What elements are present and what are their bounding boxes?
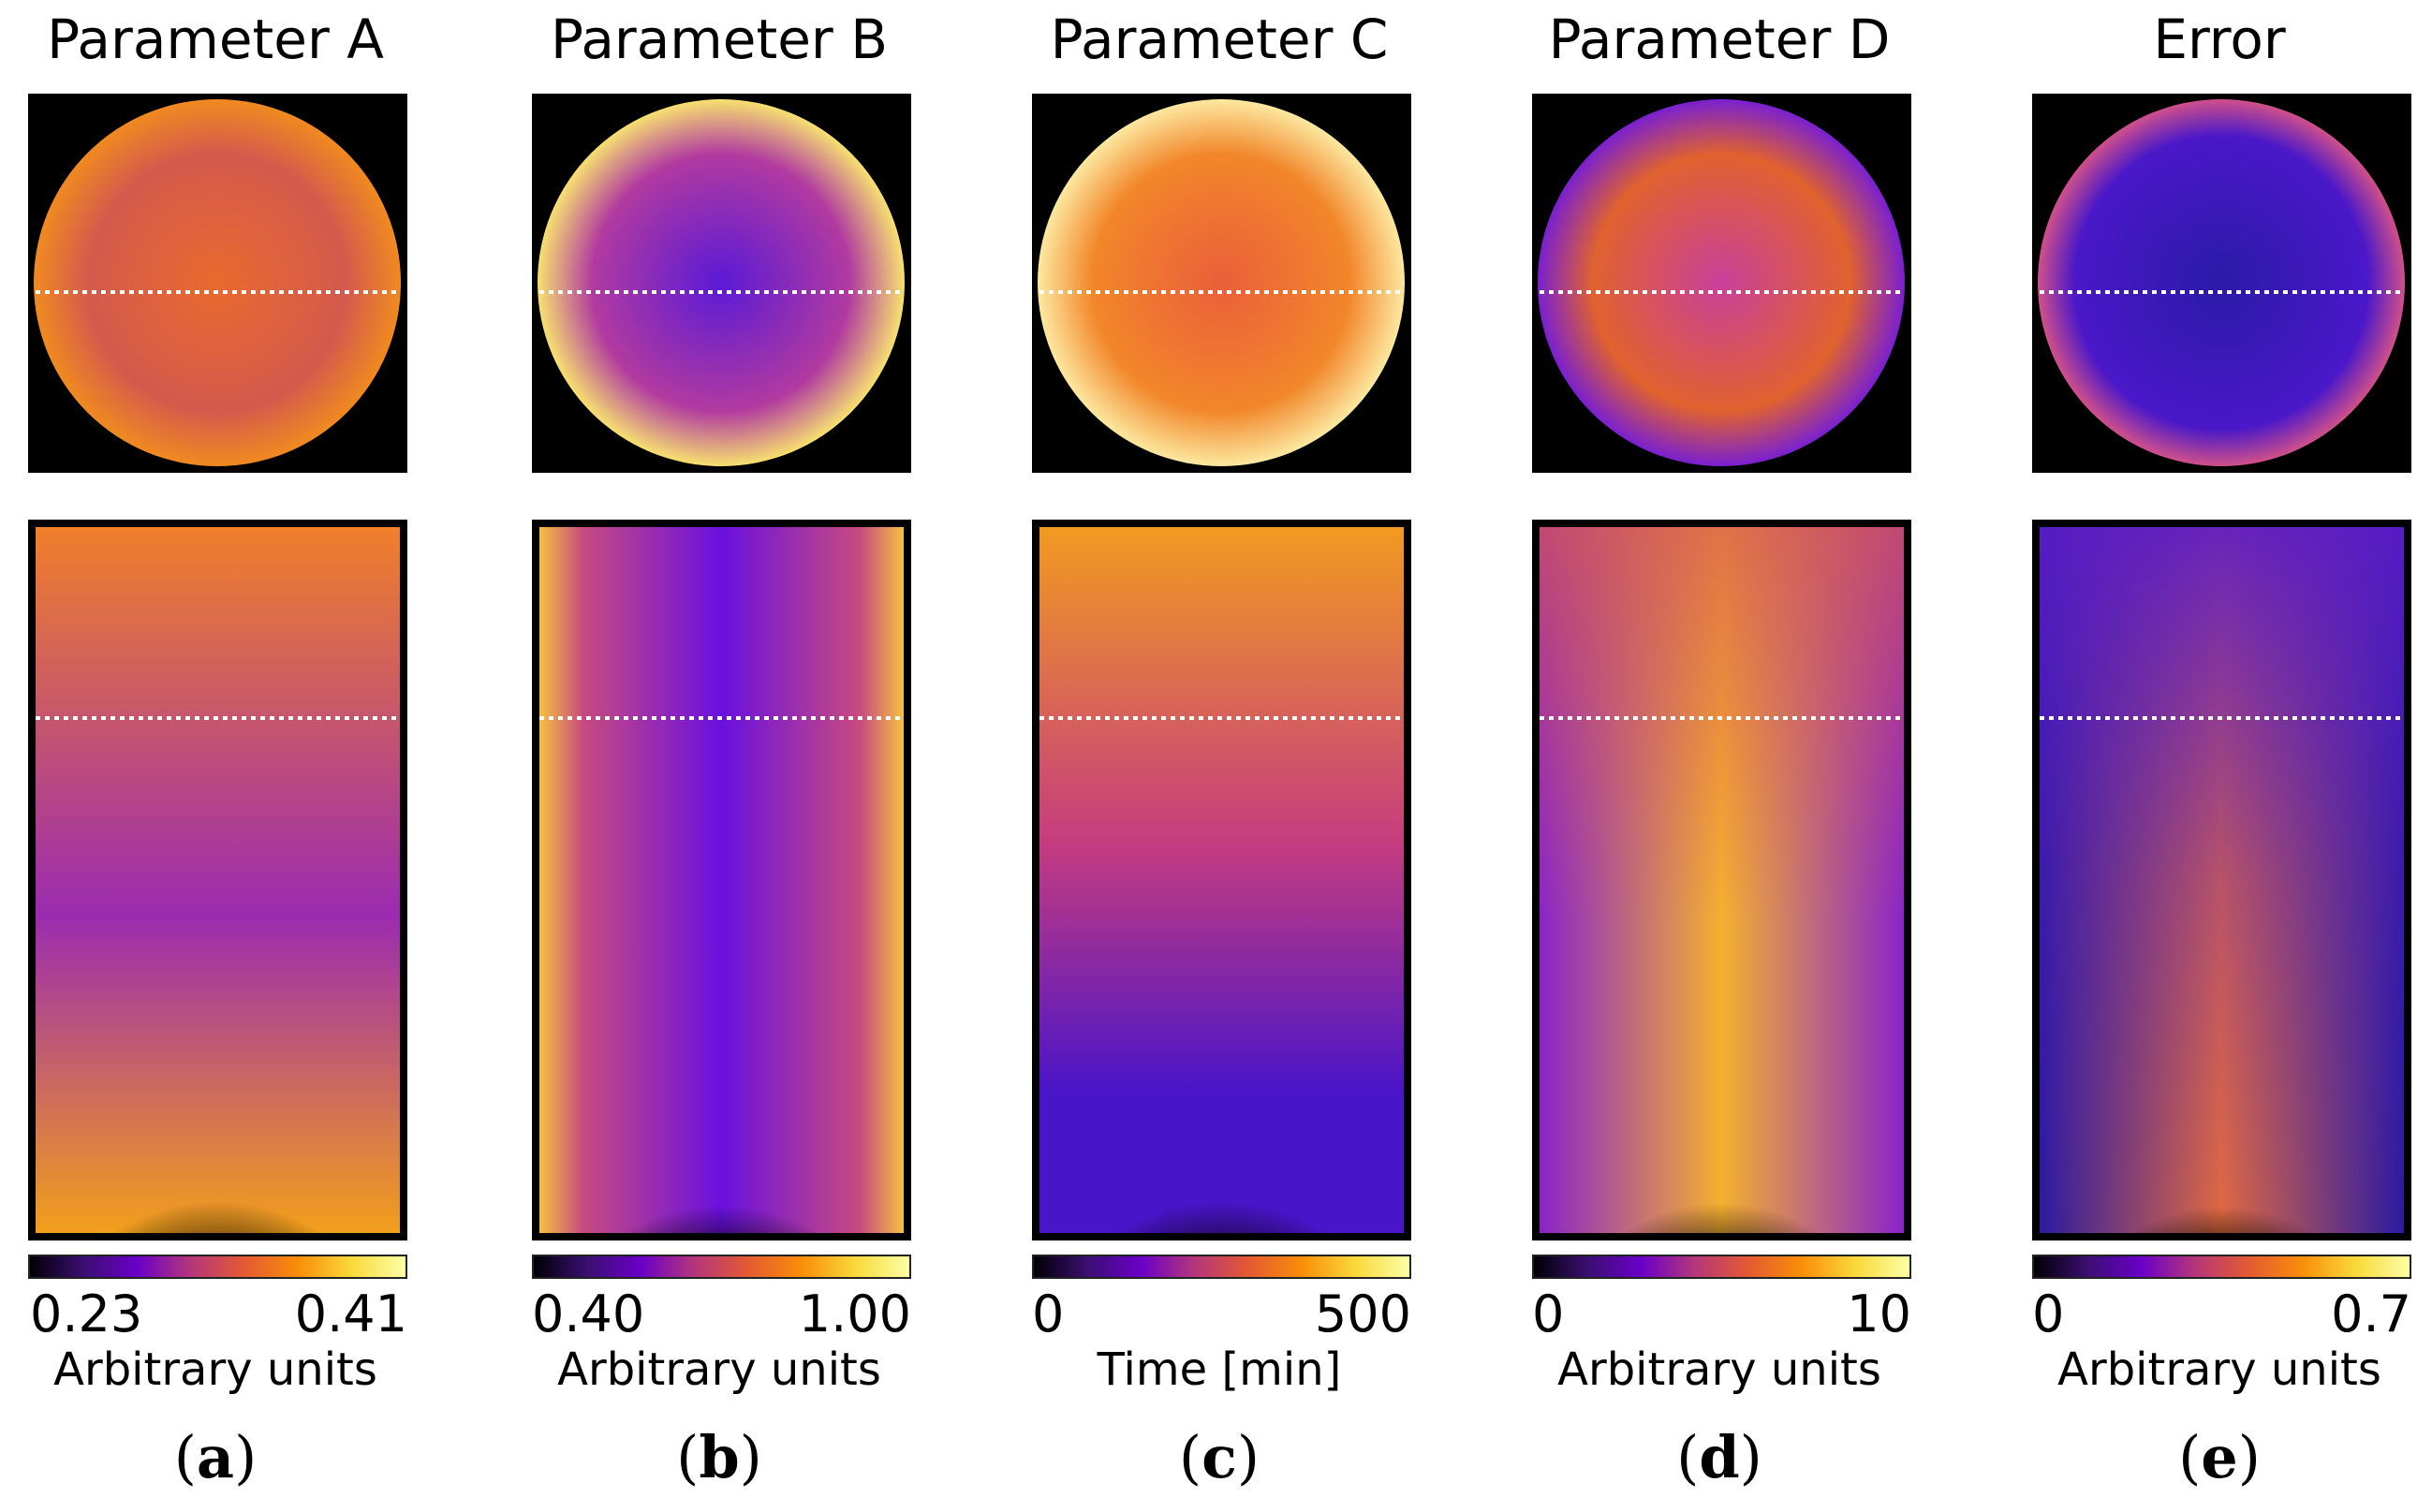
panel-title: Parameter A	[47, 7, 384, 71]
circular-cross-section	[538, 99, 905, 466]
top-view-image	[1038, 99, 1405, 466]
panel-d: Parameter D	[1523, 0, 1916, 1512]
top-view-map	[28, 94, 407, 473]
side-view-image	[36, 527, 400, 1240]
panel-a: Parameter A	[19, 0, 412, 1512]
circular-cross-section	[1038, 99, 1405, 466]
panel-c: Parameter C	[1023, 0, 1416, 1512]
panel-b: Parameter B	[523, 0, 916, 1512]
top-view-map	[532, 94, 911, 473]
panel-title: Parameter B	[551, 7, 888, 71]
colorbar-max-label: 0.41	[294, 1284, 407, 1343]
circular-cross-section	[34, 99, 401, 466]
panel-label: (e)	[2178, 1423, 2261, 1491]
colorbar	[28, 1255, 407, 1279]
panel-label: (a)	[173, 1423, 258, 1491]
side-view-image	[1540, 527, 1904, 1240]
colorbar-unit-label: Time [min]	[1097, 1343, 1342, 1396]
colorbar-unit-label: Arbitrary units	[1557, 1343, 1881, 1396]
upper-warm-overlay	[1540, 527, 1904, 920]
colorbar-max-label: 0.7	[2331, 1284, 2411, 1343]
top-view-image	[1538, 99, 1905, 466]
dark-cone-region	[571, 1093, 871, 1240]
side-view-map	[28, 520, 407, 1240]
panel-label: (d)	[1676, 1423, 1762, 1491]
colorbar-max-label: 1.00	[798, 1284, 911, 1343]
colorbar-min-label: 0.23	[30, 1284, 143, 1343]
colorbar-max-label: 10	[1847, 1284, 1911, 1343]
panel-e: Error	[2023, 0, 2416, 1512]
top-view-image	[2038, 99, 2405, 466]
side-view-map	[532, 520, 911, 1240]
colorbar	[2032, 1255, 2411, 1279]
dark-cone-region	[1571, 1083, 1871, 1240]
side-view-map	[2032, 520, 2411, 1240]
colorbar-min-label: 0.40	[532, 1284, 645, 1343]
colorbar-min-label: 0	[2032, 1284, 2065, 1343]
colorbar-unit-label: Arbitrary units	[53, 1343, 377, 1396]
colorbar	[1032, 1255, 1411, 1279]
colorbar-min-label: 0	[1032, 1284, 1065, 1343]
side-view-image	[539, 527, 904, 1240]
panel-title: Parameter C	[1050, 7, 1389, 71]
panel-title: Parameter D	[1548, 7, 1891, 71]
colorbar	[1532, 1255, 1911, 1279]
top-view-map	[2032, 94, 2411, 473]
top-view-map	[1032, 94, 1411, 473]
colorbar-min-label: 0	[1532, 1284, 1565, 1343]
panel-title: Error	[2153, 7, 2286, 71]
colorbar-unit-label: Arbitrary units	[2057, 1343, 2381, 1396]
panel-label: (c)	[1178, 1423, 1260, 1491]
panel-label: (b)	[676, 1423, 762, 1491]
dark-cone-region	[1062, 1074, 1380, 1240]
side-view-map	[1532, 520, 1911, 1240]
colorbar-max-label: 500	[1314, 1284, 1411, 1343]
colorbar-unit-label: Arbitrary units	[557, 1343, 881, 1396]
top-view-image	[34, 99, 401, 466]
side-view-map	[1032, 520, 1411, 1240]
side-view-image	[2040, 527, 2404, 1240]
top-view-map	[1532, 94, 1911, 473]
circular-cross-section	[1538, 99, 1905, 466]
dark-cone-region	[2081, 1102, 2362, 1240]
dark-cone-region	[58, 1074, 376, 1240]
circular-cross-section	[2038, 99, 2405, 466]
top-view-image	[538, 99, 905, 466]
colorbar	[532, 1255, 911, 1279]
side-view-image	[1039, 527, 1404, 1240]
